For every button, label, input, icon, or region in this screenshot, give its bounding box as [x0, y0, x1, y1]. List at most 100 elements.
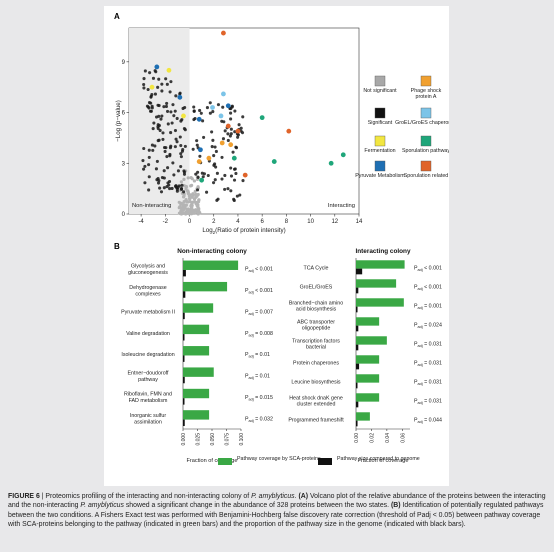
not-significant-point — [182, 177, 186, 182]
volcano-plot: -4 -2 0 2 4 6 8 10 12 14 0 3 6 9 Non-interacting Inte… — [115, 27, 363, 235]
significant-point — [168, 146, 172, 150]
significant-point — [165, 154, 169, 159]
significant-point — [180, 183, 184, 187]
significant-point — [179, 144, 183, 148]
coverage-bar — [356, 393, 380, 402]
x-tick-label: 4 — [236, 219, 240, 225]
y-tick-label: 6 — [122, 111, 126, 117]
category-label: Dehydrogenase complexes — [129, 285, 166, 297]
significant-point — [152, 121, 156, 125]
category-label: ABC transporter oligopeptide — [297, 319, 335, 331]
significant-point — [142, 77, 146, 81]
bar-chart-title: Non-interacting colony — [177, 248, 247, 255]
not-significant-point — [190, 195, 194, 199]
significant-point — [142, 146, 146, 151]
pathway-size-bar — [356, 344, 359, 351]
significant-point — [147, 155, 151, 159]
significant-point — [239, 129, 243, 133]
not-significant-point — [190, 206, 194, 210]
highlighted-point — [286, 128, 292, 134]
highlighted-point — [206, 155, 212, 161]
significant-point — [233, 167, 237, 171]
significant-point — [229, 117, 233, 121]
legend-swatch — [420, 107, 432, 119]
bar-x-tick-label: 0.02 — [369, 433, 375, 443]
not-significant-point — [186, 189, 190, 193]
significant-point — [156, 181, 161, 185]
pathway-size-bar — [183, 398, 185, 405]
not-significant-point — [186, 209, 190, 213]
highlighted-point — [225, 123, 231, 129]
significant-point — [173, 145, 177, 149]
highlighted-point — [181, 113, 186, 119]
not-significant-point — [190, 203, 194, 208]
significant-point — [210, 130, 214, 134]
not-significant-point — [182, 206, 187, 210]
significant-point — [213, 145, 217, 149]
significant-point — [214, 165, 218, 169]
significant-point — [201, 175, 205, 179]
legend-label: Phage shock protein A — [411, 88, 442, 100]
significant-point — [169, 110, 173, 114]
category-label: Protein chaperones — [293, 361, 339, 367]
pathway-size-bar — [356, 306, 358, 313]
significant-point — [213, 178, 217, 182]
not-significant-point — [190, 177, 194, 181]
significant-point — [146, 87, 150, 92]
pathway-size-bar — [356, 268, 363, 275]
significant-point — [206, 173, 210, 178]
significant-point — [199, 111, 203, 115]
padj-label: Padj = 0.001 — [414, 304, 442, 311]
significant-point — [223, 187, 227, 191]
pathway-size-bar — [183, 291, 186, 298]
not-significant-point — [192, 179, 197, 183]
significant-point — [169, 80, 173, 84]
significant-point — [178, 92, 182, 96]
significant-point — [229, 166, 233, 170]
significant-point — [183, 105, 187, 110]
bar-x-tick-label: 0.00 — [354, 433, 360, 443]
bar-x-axis-title: Fraction of coverage — [187, 458, 238, 464]
significant-point — [238, 193, 242, 197]
legend-label: GroEL/GroES chaperones — [395, 120, 449, 126]
pathway-size-bar — [183, 355, 185, 362]
padj-label: Padj = 0.024 — [414, 323, 442, 330]
padj-label: Padj = 0.015 — [245, 395, 273, 402]
coverage-bar — [183, 367, 214, 377]
coverage-bar — [183, 303, 214, 313]
significant-point — [208, 101, 212, 105]
significant-point — [175, 189, 179, 193]
significant-point — [160, 114, 164, 118]
highlighted-point — [166, 67, 172, 73]
volcano-legend: Not significant Phage shock protein A Signi… — [355, 75, 457, 179]
pathway-size-bar — [356, 287, 359, 294]
highlighted-point — [219, 140, 225, 146]
significant-point — [153, 92, 157, 96]
category-label: TCA Cycle — [303, 266, 328, 272]
significant-point — [172, 173, 176, 177]
highlighted-point — [340, 152, 346, 158]
bar-chart-title: Interacting colony — [355, 248, 410, 255]
highlighted-point — [328, 160, 334, 166]
significant-point — [168, 152, 172, 156]
significant-point — [196, 175, 200, 179]
not-significant-point — [181, 211, 185, 215]
pathway-size-bar — [356, 363, 360, 370]
significant-point — [179, 187, 184, 191]
category-label: Programmed frameshift — [288, 418, 344, 424]
significant-point — [162, 145, 167, 150]
significant-point — [164, 104, 168, 109]
significant-point — [195, 139, 199, 143]
significant-point — [208, 111, 212, 115]
significant-point — [154, 115, 159, 119]
significant-point — [202, 135, 206, 139]
significant-point — [172, 114, 176, 118]
significant-point — [221, 137, 226, 141]
not-significant-point — [189, 210, 193, 214]
significant-point — [212, 181, 216, 185]
significant-point — [215, 171, 219, 175]
legend-swatch — [420, 75, 432, 87]
significant-point — [158, 186, 162, 190]
bar-x-tick-label: 0.06 — [400, 433, 406, 443]
significant-point — [173, 109, 177, 113]
